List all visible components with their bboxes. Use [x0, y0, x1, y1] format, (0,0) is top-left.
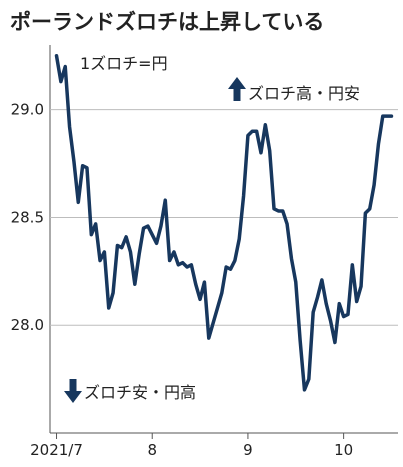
annotation-up-label: ズロチ高・円安 — [248, 84, 360, 103]
x-tick-label: 9 — [243, 441, 253, 459]
arrow-up-icon — [228, 77, 246, 101]
unit-note: 1ズロチ=円 — [80, 54, 168, 73]
x-tick-label: 2021/7 — [30, 441, 83, 459]
x-tick-labels: 2021/7 8 9 10 — [30, 441, 353, 459]
y-gridlines — [50, 109, 398, 326]
up-annotation: ズロチ高・円安 — [228, 77, 360, 103]
y-tick-label: 29.0 — [11, 101, 44, 119]
chart-title: ポーランドズロチは上昇している — [10, 10, 324, 34]
series-points — [56, 55, 392, 390]
series-line — [54, 54, 394, 392]
y-tick-labels: 29.0 28.5 28.0 — [11, 101, 44, 335]
y-tick-label: 28.0 — [11, 316, 44, 334]
x-tick-label: 8 — [147, 441, 157, 459]
annotation-down-label: ズロチ安・円高 — [84, 383, 196, 402]
y-tick-label: 28.5 — [11, 208, 44, 226]
arrow-down-icon — [64, 379, 82, 403]
x-tick-marks — [56, 433, 345, 439]
down-annotation: ズロチ安・円高 — [64, 379, 196, 403]
x-tick-label: 10 — [334, 441, 353, 459]
